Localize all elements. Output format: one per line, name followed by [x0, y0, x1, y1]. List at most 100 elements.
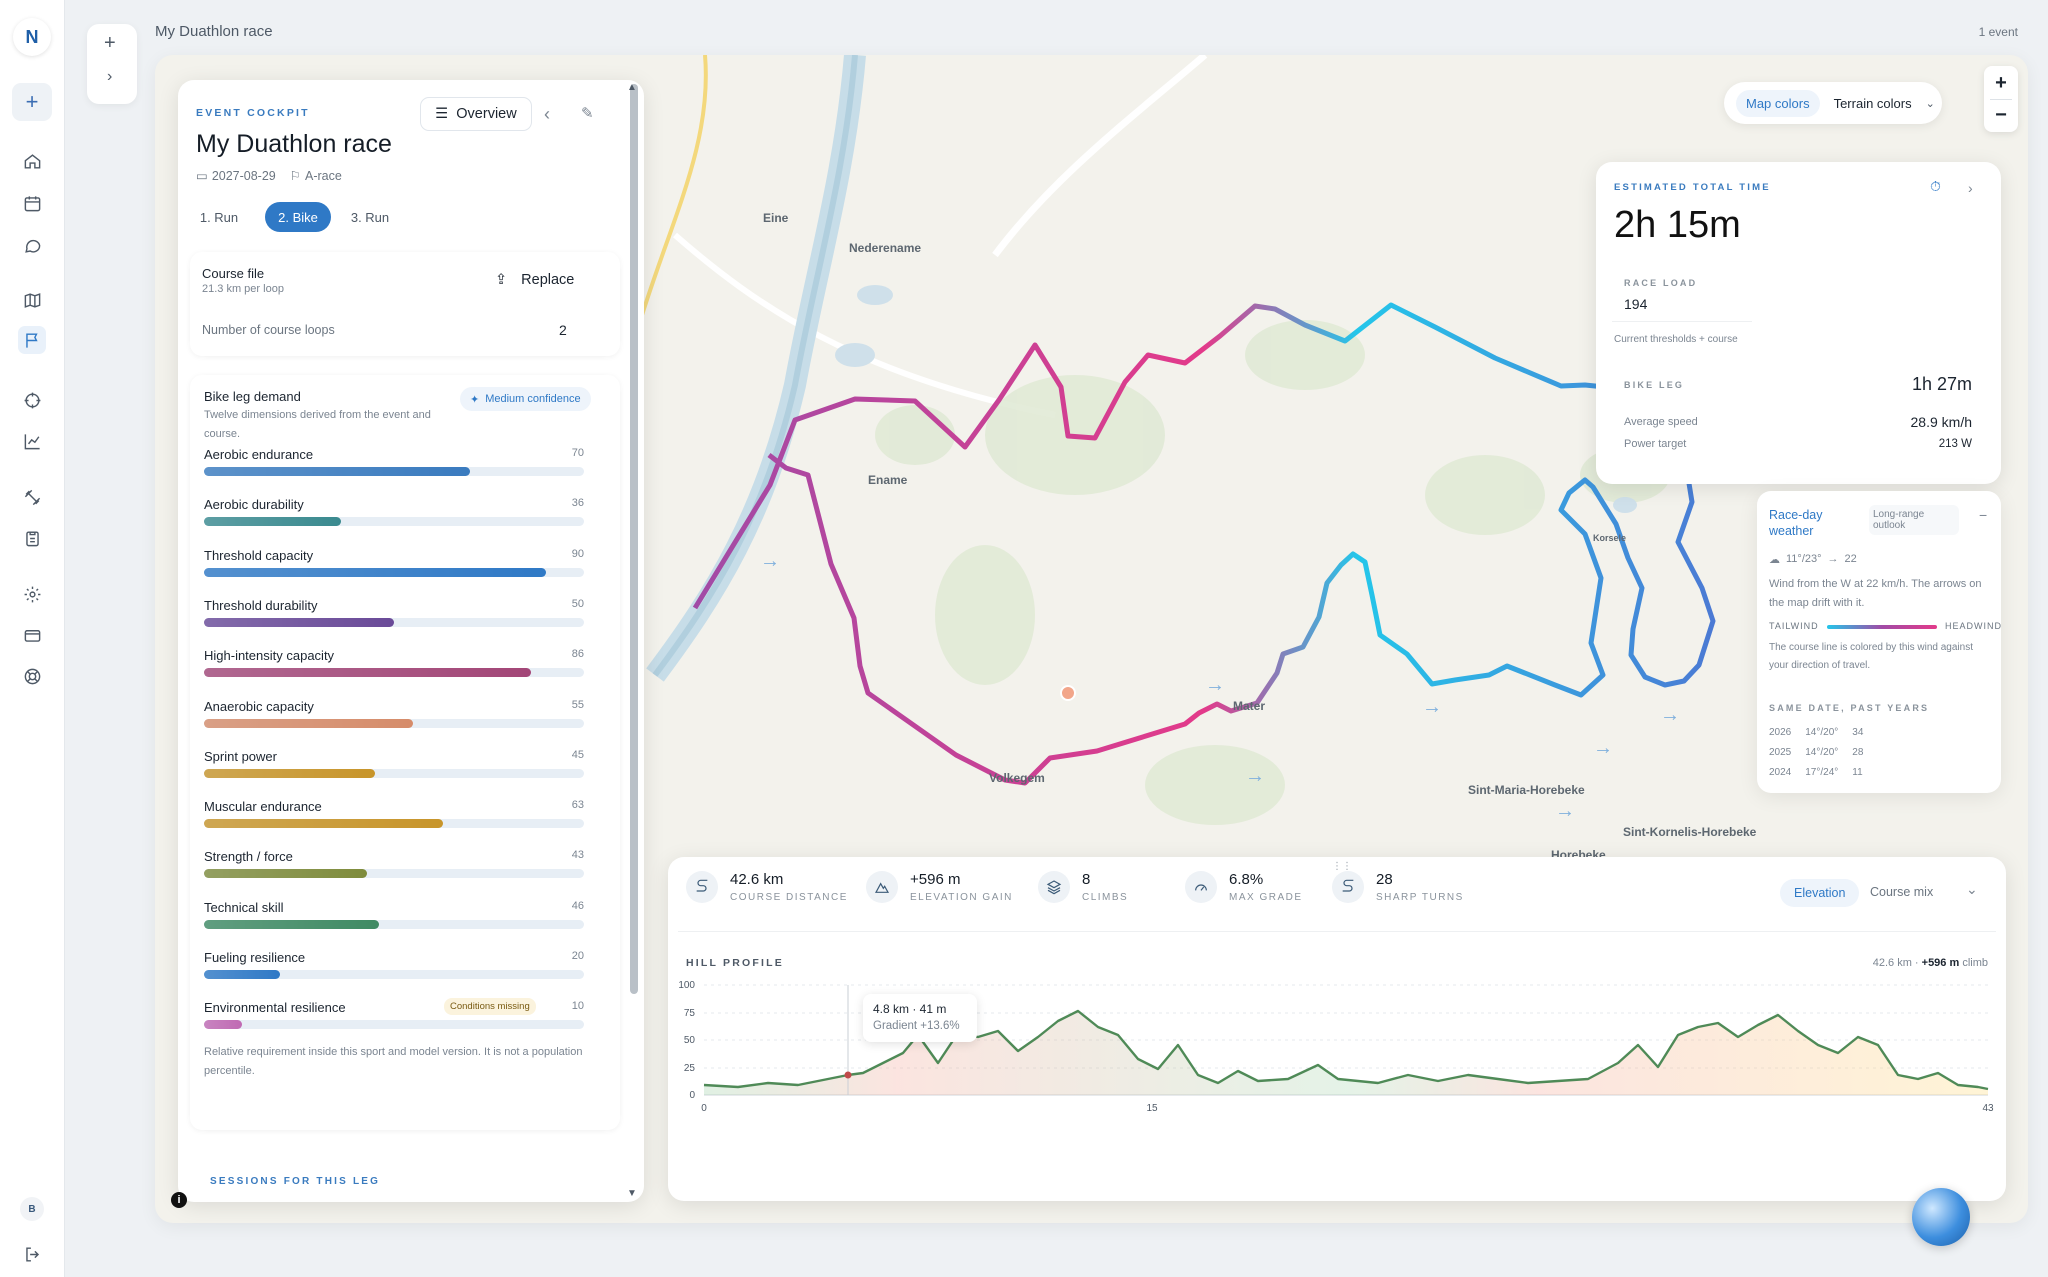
forecast-wind: 22	[1844, 553, 1857, 565]
demand-fill	[204, 517, 341, 527]
past-year: 2025	[1769, 747, 1792, 758]
scroll-up-icon[interactable]: ▲	[627, 82, 637, 93]
event-date: 2027-08-29	[211, 168, 276, 183]
map-label: Korsele	[1593, 533, 1627, 543]
demand-track	[204, 819, 584, 829]
demand-track	[204, 467, 584, 476]
past-year: 2026	[1769, 727, 1792, 738]
demand-label: Environmental resilience	[204, 1000, 346, 1016]
map-icon[interactable]	[18, 286, 46, 314]
demand-value: 20	[571, 950, 584, 962]
tab-leg-run-3[interactable]: 3. Run	[350, 209, 390, 225]
tab-elevation[interactable]: Elevation	[1780, 879, 1860, 907]
map-label: Nederename	[849, 241, 922, 255]
chat-icon[interactable]	[18, 231, 46, 259]
event-meta: ▭ 2027-08-29 ⚐ A-race	[196, 168, 342, 184]
chart-icon[interactable]	[18, 427, 46, 455]
stopwatch-icon[interactable]: ⏱	[1930, 178, 1941, 194]
demand-value: 86	[571, 648, 584, 661]
upload-icon: ⇪	[495, 272, 508, 288]
replace-button[interactable]: ⇪ Replace	[495, 272, 574, 288]
demand-track	[204, 919, 584, 929]
race-load-label: RACE LOAD	[1624, 278, 1698, 288]
bike-leg-box: BIKE LEG 1h 27m Average speed 28.9 km/h …	[1612, 358, 1984, 468]
power-label: Power target	[1624, 438, 1687, 450]
assistant-orb[interactable]	[1912, 1188, 1970, 1246]
confidence-badge: ✦ Medium confidence	[460, 387, 591, 411]
terrain-colors-select[interactable]: Terrain colors	[1833, 95, 1912, 111]
demand-track	[204, 567, 584, 577]
tab-leg-bike[interactable]: 2. Bike	[265, 202, 331, 232]
card-icon[interactable]	[18, 621, 46, 649]
logout-icon[interactable]	[18, 1240, 46, 1268]
time-basis: Current thresholds + course	[1614, 334, 1738, 345]
add-event-icon[interactable]: +	[104, 32, 116, 54]
settings-icon[interactable]	[18, 580, 46, 608]
chevron-down-icon[interactable]: ⌄	[1925, 97, 1935, 110]
weather-title: Race-day weather	[1769, 508, 1823, 538]
calendar-icon[interactable]	[18, 189, 46, 217]
tab-course-mix[interactable]: Course mix	[1870, 885, 1934, 899]
demand-fill	[204, 819, 444, 829]
collapse-icon[interactable]: −	[1979, 507, 1988, 523]
add-icon[interactable]: +	[12, 83, 52, 121]
help-icon[interactable]	[18, 662, 46, 690]
hill-kicker: HILL PROFILE	[686, 957, 784, 969]
total-time: 2h 15m	[1614, 204, 1741, 246]
stat-turns: 28 SHARP TURNS	[1332, 871, 1464, 903]
x-tick: 43	[1982, 1103, 1994, 1114]
cloud-icon: ☁	[1769, 554, 1780, 566]
chevron-down-icon[interactable]: ⌄	[1966, 881, 1978, 897]
stat-grade: 6.8% MAX GRADE	[1185, 871, 1303, 903]
map-label: Sint-Kornelis-Horebeke	[1623, 825, 1757, 839]
past-temps: 14°/20°	[1805, 747, 1839, 758]
user-avatar[interactable]: B	[20, 1197, 44, 1221]
target-icon[interactable]	[18, 386, 46, 414]
zoom-in-icon[interactable]: +	[1995, 71, 2007, 94]
demand-row: Anaerobic capacity 55	[204, 699, 584, 728]
hill-profile-chart[interactable]: 100 75 50 25 0 0 15 43	[678, 975, 1996, 1187]
dumbbell-icon[interactable]	[18, 483, 46, 511]
wind-scale	[1827, 625, 1937, 629]
y-tick: 25	[684, 1063, 696, 1074]
info-icon[interactable]: i	[171, 1192, 187, 1208]
overview-button[interactable]: ☰ Overview	[420, 97, 532, 131]
event-count: 1 event	[1978, 25, 2018, 39]
clipboard-icon[interactable]	[18, 524, 46, 552]
past-year-row: 2025 14°/20° 28	[1769, 747, 1863, 758]
zoom-out-icon[interactable]: −	[1995, 103, 2007, 126]
expand-icon[interactable]: ›	[107, 68, 113, 85]
sessions-kicker: SESSIONS FOR THIS LEG	[210, 1176, 381, 1187]
loops-value[interactable]: 2	[559, 322, 567, 338]
course-stats-panel: ⋮⋮ 42.6 km COURSE DISTANCE +596 m ELEVATIO…	[668, 857, 2006, 1201]
outlook-badge: Long-range outlook	[1869, 505, 1959, 535]
panel-scrollbar[interactable]	[630, 84, 638, 994]
cockpit-kicker: EVENT COCKPIT	[196, 107, 310, 119]
edit-icon[interactable]: ✎	[581, 105, 594, 122]
demand-row: Aerobic endurance 70	[204, 447, 584, 476]
tab-leg-run-1[interactable]: 1. Run	[199, 209, 239, 225]
drag-handle-icon[interactable]: ⋮⋮	[1332, 861, 1352, 872]
demand-value: 70	[571, 447, 584, 459]
scroll-down-icon[interactable]: ▼	[627, 1188, 637, 1199]
wind-text: Wind from the W at 22 km/h. The arrows o…	[1769, 578, 1982, 609]
app-logo[interactable]: N	[13, 18, 51, 56]
svg-text:→: →	[1245, 765, 1265, 787]
home-icon[interactable]	[18, 147, 46, 175]
turns-icon	[1332, 871, 1364, 903]
back-icon[interactable]: ‹	[544, 104, 550, 124]
flag-icon[interactable]	[18, 326, 46, 354]
past-years-kicker: SAME DATE, PAST YEARS	[1769, 703, 1930, 713]
event-cockpit-panel: EVENT COCKPIT My Duathlon race ▭ 2027-08-…	[178, 80, 644, 1202]
demand-label: Threshold durability	[204, 597, 318, 613]
y-tick: 75	[684, 1008, 696, 1019]
weather-card: Race-day weather Long-range outlook − ☁ 1…	[1757, 491, 2001, 793]
map-colors-button[interactable]: Map colors	[1736, 89, 1820, 117]
wind-arrow-icon: →	[1827, 553, 1839, 565]
tailwind-label: TAILWIND	[1769, 621, 1819, 631]
past-wind: 11	[1852, 767, 1863, 778]
demand-row: Threshold durability 50	[204, 597, 584, 627]
past-year: 2024	[1769, 767, 1792, 778]
demand-value: 10	[571, 1000, 584, 1013]
chevron-right-icon[interactable]: ›	[1968, 180, 1973, 196]
